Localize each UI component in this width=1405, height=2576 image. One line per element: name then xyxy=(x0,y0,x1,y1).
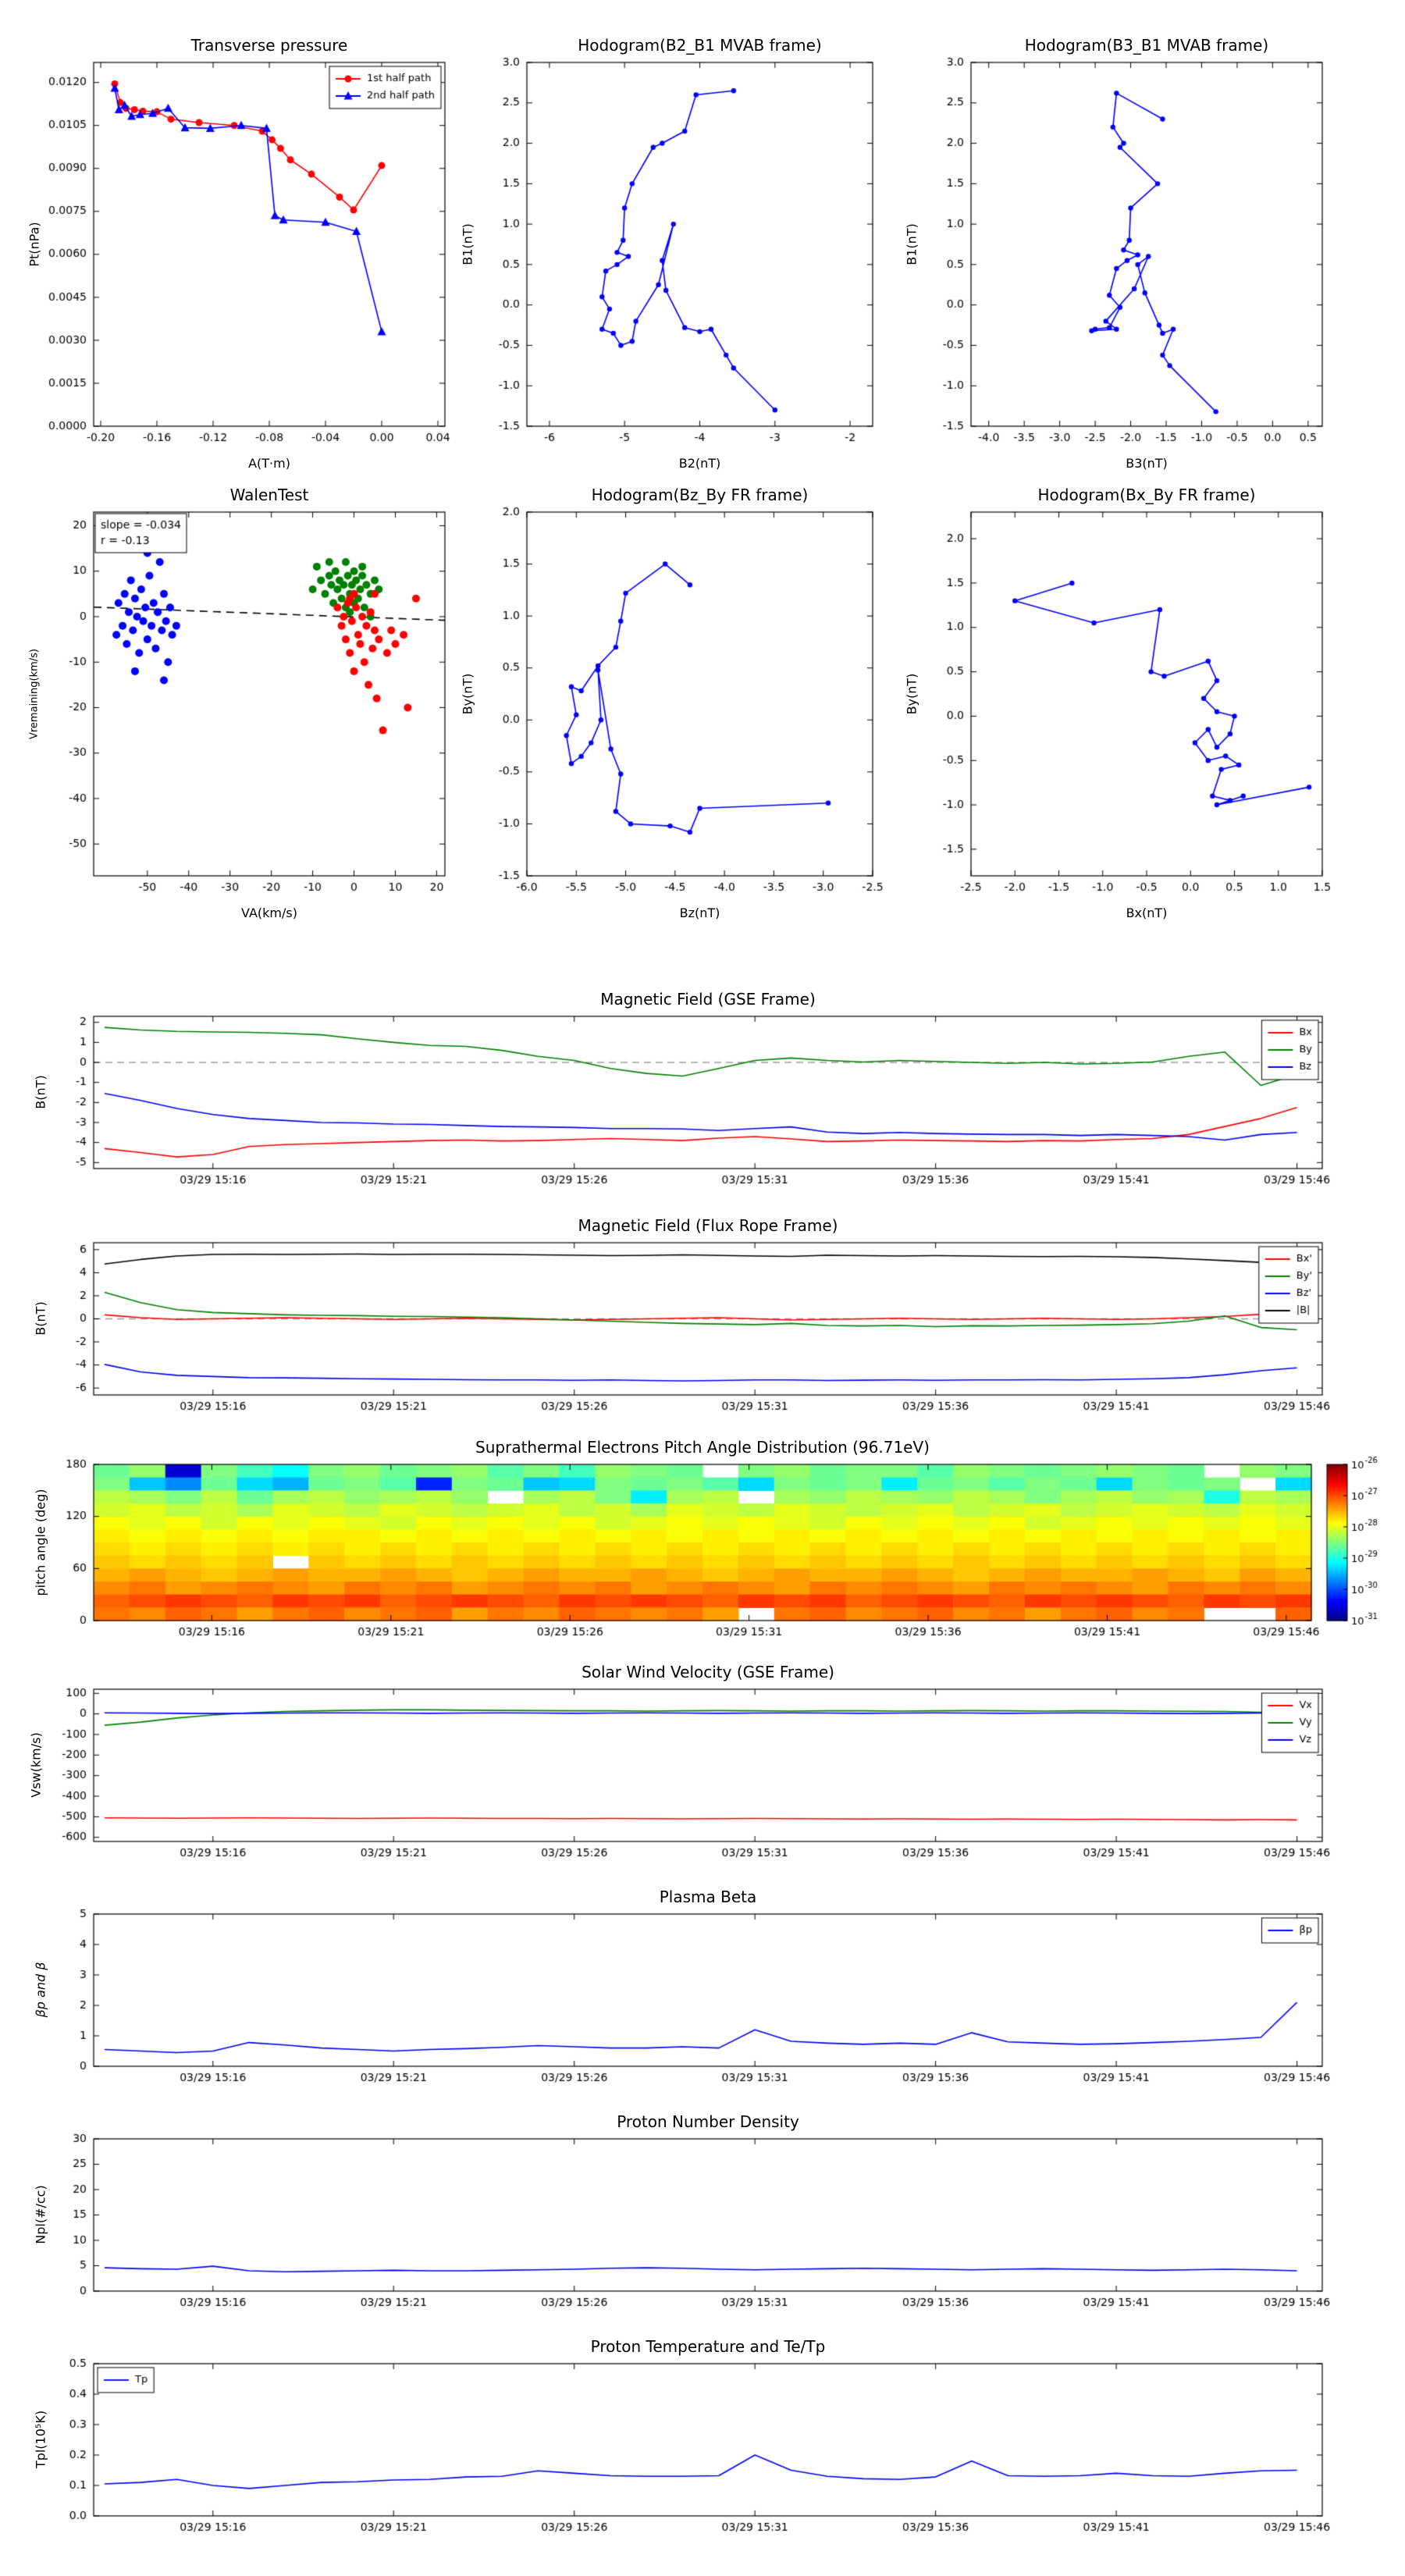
title-proton-number-density: Proton Number Density xyxy=(617,2112,799,2131)
title-walen-test: WalenTest xyxy=(229,486,309,504)
ylabel-hodogram-bx-by: By(nT) xyxy=(904,673,919,715)
ylabel-proton-temperature: Tpl(10⁵K) xyxy=(33,2410,48,2469)
title-hodogram-b2-b1: Hodogram(B2_B1 MVAB frame) xyxy=(578,36,822,55)
ylabel-magnetic-field-fr: B(nT) xyxy=(33,1301,48,1336)
xlabel-hodogram-bx-by: Bx(nT) xyxy=(1126,906,1168,920)
title-hodogram-b3-b1: Hodogram(B3_B1 MVAB frame) xyxy=(1024,36,1269,55)
xlabel-transverse-pressure: A(T·m) xyxy=(248,456,290,471)
xlabel-walen-test: VA(km/s) xyxy=(241,906,297,920)
xlabel-hodogram-b3-b1: B3(nT) xyxy=(1126,456,1168,471)
title-hodogram-bx-by: Hodogram(Bx_By FR frame) xyxy=(1037,486,1256,504)
title-magnetic-field-fr: Magnetic Field (Flux Rope Frame) xyxy=(578,1216,838,1235)
title-hodogram-bz-by: Hodogram(Bz_By FR frame) xyxy=(591,486,809,504)
ylabel-magnetic-field-gse: B(nT) xyxy=(33,1075,48,1109)
title-magnetic-field-gse: Magnetic Field (GSE Frame) xyxy=(600,990,816,1009)
title-proton-temperature: Proton Temperature and Te/Tp xyxy=(590,2337,826,2356)
ylabel-transverse-pressure: Pt(nPa) xyxy=(27,222,42,267)
xlabel-hodogram-bz-by: Bz(nT) xyxy=(679,906,720,920)
title-solar-wind-velocity: Solar Wind Velocity (GSE Frame) xyxy=(582,1663,834,1681)
xlabel-hodogram-b2-b1: B2(nT) xyxy=(678,456,721,471)
ylabel-hodogram-b3-b1: B1(nT) xyxy=(904,223,919,265)
title-transverse-pressure: Transverse pressure xyxy=(190,36,348,55)
ylabel-plasma-beta: βp and β xyxy=(33,1962,48,2018)
ylabel-solar-wind-velocity: Vsw(km/s) xyxy=(28,1732,44,1798)
ylabel-proton-number-density: Npl(#/cc) xyxy=(33,2185,48,2244)
title-plasma-beta: Plasma Beta xyxy=(659,1888,757,1906)
ylabel-walen-test: Vremaining(km/s) xyxy=(28,648,41,740)
ylabel-hodogram-b2-b1: B1(nT) xyxy=(460,223,475,265)
title-pitch-angle-distribution: Suprathermal Electrons Pitch Angle Distr… xyxy=(475,1438,930,1457)
ylabel-pitch-angle-distribution: pitch angle (deg) xyxy=(33,1489,48,1596)
ylabel-hodogram-bz-by: By(nT) xyxy=(460,673,475,715)
